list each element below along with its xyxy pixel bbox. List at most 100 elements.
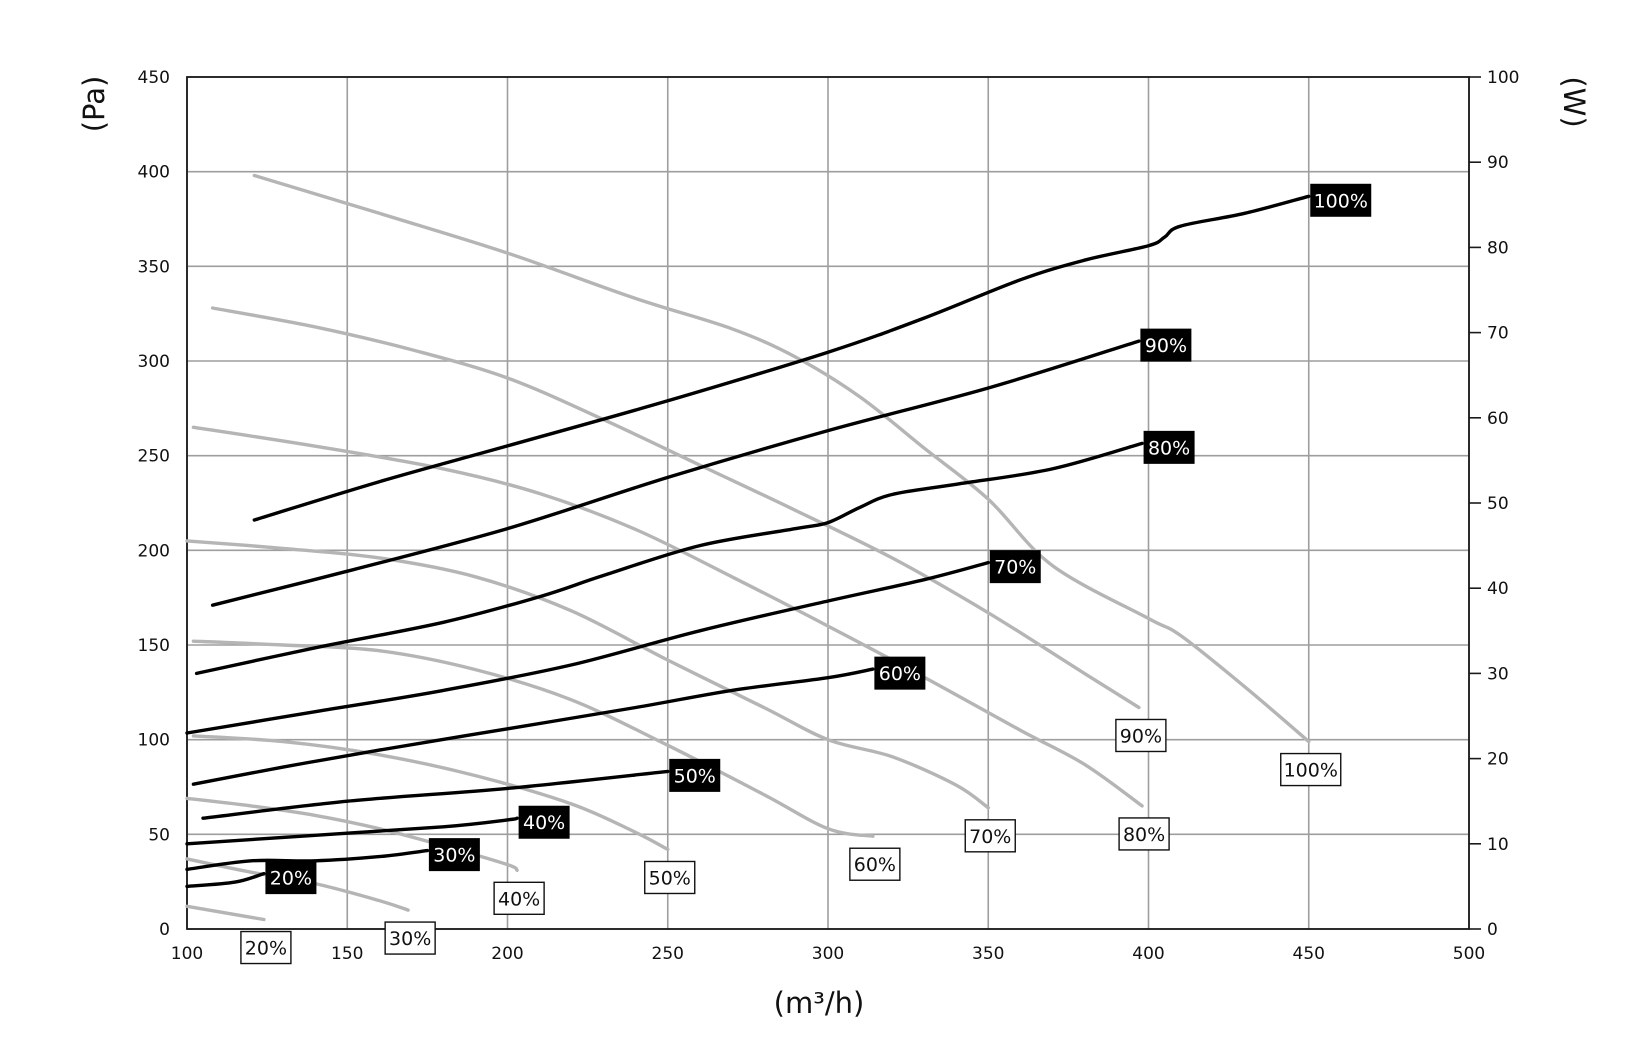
- y2-tick-label: 100: [1487, 68, 1519, 88]
- y-tick-label: 50: [148, 825, 170, 845]
- x-tick-label: 250: [652, 944, 684, 964]
- pressure-label-70pct: 70%: [964, 819, 1016, 853]
- pressure-label-20pct: 20%: [240, 930, 292, 965]
- x-tick-label: 200: [491, 944, 523, 964]
- pressure-curve-60pct: [191, 639, 875, 838]
- y-tick-label: 100: [138, 731, 170, 751]
- y-tick-label: 150: [138, 636, 170, 656]
- pressure-label-100pct: 100%: [1280, 752, 1342, 787]
- power-curve-100pct: [252, 194, 1311, 522]
- power-label-80pct-text: 80%: [1148, 437, 1190, 459]
- y2-tick-label: 40: [1487, 579, 1509, 599]
- pressure-label-20pct-text: 20%: [245, 938, 287, 960]
- power-label-60pct-box: [874, 656, 926, 690]
- x-tick-label: 150: [331, 944, 363, 964]
- power-label-90pct-text: 90%: [1145, 335, 1187, 357]
- pressure-label-60pct: 60%: [849, 847, 901, 881]
- power-label-30pct-text: 30%: [433, 845, 475, 867]
- y2-tick-label: 90: [1487, 153, 1509, 173]
- power-label-70pct-text: 70%: [994, 557, 1036, 579]
- x-axis-title: (m³/h): [774, 986, 865, 1020]
- power-label-50pct-box: [669, 758, 721, 792]
- power-label-40pct-box: [518, 805, 570, 839]
- pressure-curve-70pct: [185, 539, 990, 810]
- y-tick-label: 300: [138, 352, 170, 372]
- pressure-label-80pct: 80%: [1118, 817, 1170, 851]
- curves: [185, 173, 1311, 922]
- power-curve-40pct: [185, 816, 519, 846]
- x-tick-label: 400: [1132, 944, 1164, 964]
- pressure-curve-100pct: [252, 173, 1311, 744]
- pressure-label-90pct: 90%: [1115, 718, 1167, 753]
- power-label-70pct: 70%: [989, 550, 1041, 584]
- pressure-label-40pct-text: 40%: [498, 888, 540, 910]
- power-curve-60pct: [191, 667, 875, 786]
- power-label-90pct-box: [1140, 328, 1192, 362]
- power-curve-80pct: [194, 441, 1144, 676]
- pressure-label-20pct-box: [240, 930, 292, 965]
- x-tick-label: 500: [1453, 944, 1485, 964]
- power-curve-20pct: [185, 871, 266, 889]
- y-tick-label: 0: [159, 920, 170, 940]
- x-tick-label: 450: [1293, 944, 1325, 964]
- pressure-curve-40pct: [185, 796, 519, 872]
- x-tick-label: 350: [972, 944, 1004, 964]
- power-label-30pct-box: [428, 838, 480, 872]
- power-curve-50pct: [201, 769, 670, 820]
- pressure-curve-50pct: [191, 734, 670, 852]
- power-label-30pct: 30%: [428, 838, 480, 872]
- pressure-label-100pct-box: [1280, 752, 1342, 787]
- pressure-label-30pct: 30%: [384, 921, 436, 955]
- y-tick-label: 250: [138, 447, 170, 467]
- pressure-label-70pct-text: 70%: [969, 826, 1011, 848]
- power-label-60pct: 60%: [874, 656, 926, 690]
- pressure-label-50pct: 50%: [644, 860, 696, 895]
- power-curve-70pct: [185, 560, 990, 735]
- x-tick-label: 300: [812, 944, 844, 964]
- power-label-20pct-box: [265, 861, 317, 895]
- pressure-label-70pct-box: [964, 819, 1016, 853]
- y2-tick-label: 20: [1487, 750, 1509, 770]
- y-tick-label: 200: [138, 541, 170, 561]
- pressure-curve-80pct: [191, 425, 1144, 808]
- power-label-100pct: 100%: [1310, 183, 1372, 217]
- pressure-label-90pct-text: 90%: [1120, 725, 1162, 747]
- pressure-label-50pct-box: [644, 860, 696, 895]
- power-label-20pct: 20%: [265, 861, 317, 895]
- y2-tick-label: 60: [1487, 409, 1509, 429]
- power-label-50pct-text: 50%: [674, 765, 716, 787]
- pressure-label-40pct-box: [493, 881, 545, 916]
- y-tick-label: 400: [138, 163, 170, 183]
- pressure-label-60pct-text: 60%: [854, 854, 896, 876]
- power-label-80pct: 80%: [1143, 430, 1195, 464]
- y2-axis-title: (W): [1557, 76, 1591, 127]
- y2-tick-label: 70: [1487, 324, 1509, 344]
- curve-labels: 20% 30% 40% 50% 60% 70% 80% 90% 100% 20% 30% 40% 50%…: [240, 183, 1372, 965]
- power-label-40pct-text: 40%: [523, 812, 565, 834]
- pressure-label-90pct-box: [1115, 718, 1167, 753]
- y-axis-title: (Pa): [77, 76, 111, 133]
- y-tick-label: 450: [138, 68, 170, 88]
- power-label-80pct-box: [1143, 430, 1195, 464]
- pressure-label-30pct-text: 30%: [389, 928, 431, 950]
- y2-tick-label: 50: [1487, 494, 1509, 514]
- plot-frame: [186, 76, 1470, 930]
- pressure-label-60pct-box: [849, 847, 901, 881]
- power-label-100pct-text: 100%: [1314, 190, 1368, 212]
- y2-tick-label: 10: [1487, 835, 1509, 855]
- power-label-40pct: 40%: [518, 805, 570, 839]
- y-tick-label: 350: [138, 257, 170, 277]
- y2-tick-label: 30: [1487, 664, 1509, 684]
- pressure-label-80pct-text: 80%: [1123, 824, 1165, 846]
- pressure-curve-20pct: [185, 904, 266, 922]
- power-label-100pct-box: [1310, 183, 1372, 217]
- power-label-90pct: 90%: [1140, 328, 1192, 362]
- tick-labels: 100 150 200 250 300 350 400 450 5000501001502002…: [138, 68, 1520, 964]
- grid-lines: [186, 76, 1481, 930]
- pressure-curve-90pct: [210, 306, 1141, 710]
- y2-tick-label: 80: [1487, 238, 1509, 258]
- pressure-label-50pct-text: 50%: [649, 867, 691, 889]
- power-curve-30pct: [185, 848, 430, 872]
- pressure-label-80pct-box: [1118, 817, 1170, 851]
